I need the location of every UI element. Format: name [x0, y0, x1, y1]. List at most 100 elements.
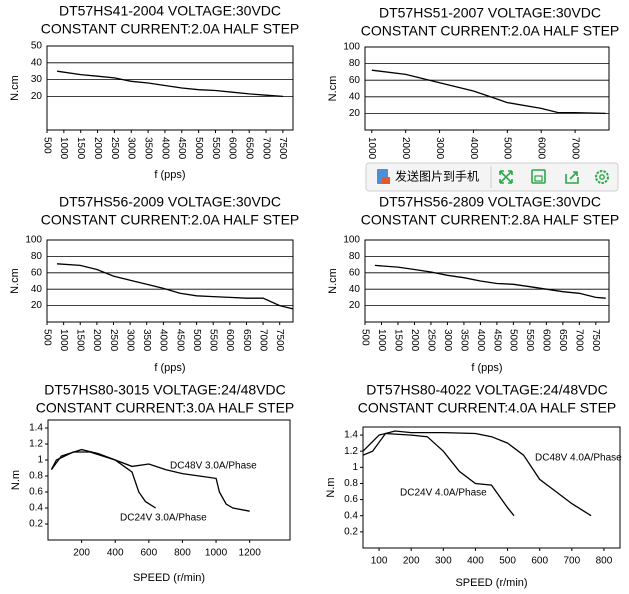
x-tick-label: 6500 [557, 329, 568, 352]
y-tick-label: 1 [37, 455, 43, 466]
y-tick-label: 100 [343, 42, 360, 53]
y-tick-label: 0.8 [344, 478, 358, 489]
line-series [362, 432, 515, 517]
toolbar-bg [365, 162, 619, 192]
x-tick-label: 1000 [58, 137, 69, 160]
x-tick-label: 6500 [244, 137, 255, 160]
series-label: DC24V 4.0A/Phase [400, 488, 487, 499]
chart-title: DT57HS80-4022 VOLTAGE:24/48VDC [366, 382, 608, 398]
y-axis-label: N.cm [327, 268, 339, 294]
x-tick-label: 1200 [239, 548, 262, 559]
y-tick-label: 50 [31, 41, 43, 52]
x-tick-label: 2000 [400, 137, 411, 160]
x-tick-label: 400 [107, 548, 124, 559]
y-tick-label: 0.6 [29, 487, 43, 498]
y-axis-label: N.m [10, 470, 22, 490]
x-tick-label: 800 [174, 548, 191, 559]
y-tick-label: 80 [349, 251, 361, 262]
y-tick-label: 1.4 [344, 430, 358, 441]
y-tick-label: 40 [349, 91, 361, 102]
y-axis-label: N.cm [9, 75, 21, 101]
x-tick-label: 2000 [409, 329, 420, 352]
x-tick-label: 6000 [536, 137, 547, 160]
y-tick-label: 100 [25, 235, 42, 246]
y-tick-label: 80 [349, 58, 361, 69]
y-tick-label: 0.4 [344, 510, 358, 521]
x-tick-label: 1000 [366, 137, 377, 160]
chart-title: DT57HS56-2809 VOLTAGE:30VDC [379, 194, 601, 210]
x-axis-label: SPEED (r/min) [133, 572, 205, 584]
x-tick-label: 1500 [75, 137, 86, 160]
settings-icon[interactable] [595, 170, 609, 184]
x-tick-label: 2500 [108, 329, 119, 352]
x-tick-label: 5000 [502, 137, 513, 160]
toolbar-label: 发送图片到手机 [395, 169, 479, 184]
x-tick-label: 700 [563, 556, 580, 567]
chart-title: DT57HS80-3015 VOLTAGE:24/48VDC [44, 382, 286, 398]
y-axis-label: N.cm [327, 76, 339, 102]
y-tick-label: 60 [31, 267, 43, 278]
x-tick-label: 300 [435, 556, 452, 567]
chart-subtitle: CONSTANT CURRENT:2.0A HALF STEP [361, 23, 620, 39]
x-tick-label: 7000 [260, 137, 271, 160]
y-tick-label: 0.2 [344, 527, 358, 538]
series-label: DC48V 4.0A/Phase [535, 453, 622, 464]
settings-icon-hub [599, 174, 605, 180]
x-tick-label: 2000 [92, 137, 103, 160]
y-tick-label: 0.6 [344, 494, 358, 505]
y-tick-label: 0.4 [29, 503, 43, 514]
plot-frame [362, 426, 621, 549]
series-label: DC24V 3.0A/Phase [120, 513, 207, 524]
line-series [371, 69, 606, 115]
x-tick-label: 4000 [475, 329, 486, 352]
y-tick-label: 40 [31, 57, 43, 68]
x-tick-label: 500 [359, 329, 370, 346]
y-tick-label: 100 [343, 235, 360, 246]
x-tick-label: 7000 [569, 137, 580, 160]
plot-frame [47, 419, 291, 541]
y-axis-label: N.m [325, 477, 337, 497]
x-tick-label: 6500 [241, 329, 252, 352]
x-tick-label: 3000 [434, 137, 445, 160]
y-tick-label: 20 [349, 108, 361, 119]
y-tick-label: 80 [31, 251, 43, 262]
y-tick-label: 30 [31, 74, 43, 85]
save-icon[interactable] [531, 169, 546, 184]
x-tick-label: 100 [371, 556, 388, 567]
chart-subtitle: CONSTANT CURRENT:3.0A HALF STEP [36, 400, 295, 416]
y-tick-label: 1 [352, 462, 358, 473]
x-tick-label: 4000 [159, 137, 170, 160]
x-tick-label: 500 [41, 329, 52, 346]
x-tick-label: 3000 [124, 329, 135, 352]
chart-subtitle: CONSTANT CURRENT:2.0A HALF STEP [41, 212, 300, 228]
expand-icon[interactable] [499, 170, 513, 184]
x-tick-label: 500 [41, 137, 52, 154]
x-tick-label: 4000 [158, 329, 169, 352]
x-tick-label: 3000 [442, 329, 453, 352]
share-icon[interactable] [565, 171, 579, 184]
line-series [362, 430, 592, 517]
x-tick-label: 5000 [508, 329, 519, 352]
x-tick-label: 6000 [541, 329, 552, 352]
x-tick-label: 2500 [425, 329, 436, 352]
x-tick-label: 200 [403, 556, 420, 567]
y-tick-label: 20 [31, 91, 43, 102]
x-tick-label: 1500 [392, 329, 403, 352]
x-tick-label: 5500 [524, 329, 535, 352]
x-tick-label: 600 [140, 548, 157, 559]
y-tick-label: 1.2 [344, 446, 358, 457]
y-axis-label: N.cm [9, 268, 21, 294]
x-tick-label: 500 [499, 556, 516, 567]
x-tick-label: 200 [73, 548, 90, 559]
x-tick-label: 7500 [277, 137, 288, 160]
x-tick-label: 5000 [191, 329, 202, 352]
x-axis-label: f (pps) [154, 362, 185, 374]
plot-frame [46, 45, 294, 131]
y-tick-label: 1.4 [29, 423, 43, 434]
x-axis-label: f (pps) [154, 169, 185, 181]
x-tick-label: 6000 [227, 137, 238, 160]
send-icon-badge [382, 177, 390, 184]
chart-title: DT57HS41-2004 VOLTAGE:30VDC [59, 3, 281, 19]
toolbar: 发送图片到手机 [365, 162, 619, 192]
y-tick-label: 40 [31, 284, 43, 295]
